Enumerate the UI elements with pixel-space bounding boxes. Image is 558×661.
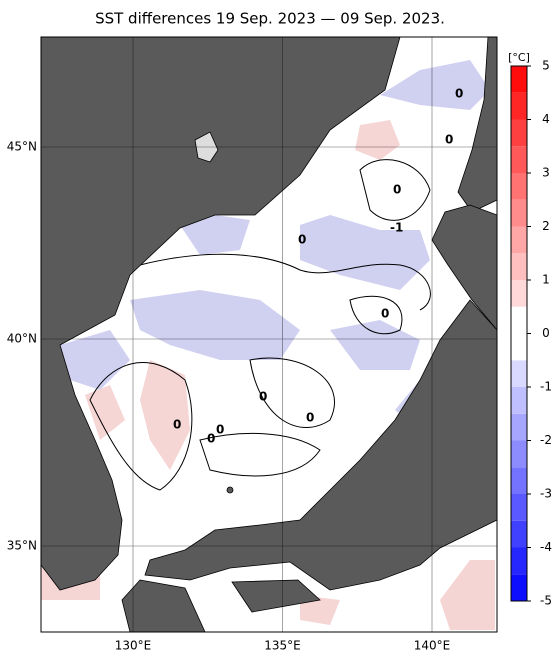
colorbar-tick-label: 1 bbox=[542, 273, 550, 287]
colorbar-segment bbox=[511, 494, 527, 521]
colorbar-segment bbox=[511, 92, 527, 120]
colorbar-tick-label: 5 bbox=[542, 59, 550, 73]
contour-label: -1 bbox=[390, 221, 403, 235]
colorbar-segment bbox=[511, 306, 527, 334]
contour-label: 0 bbox=[216, 423, 224, 437]
colorbar-segment bbox=[511, 520, 527, 548]
colorbar-segment bbox=[511, 467, 527, 494]
lat-tick-label: 40°N bbox=[7, 332, 37, 346]
lon-tick-label: 135°E bbox=[264, 639, 301, 653]
contour-label: 0 bbox=[173, 418, 181, 432]
colorbar: [°C] 5 4 3 2 1 0 -1 -2 -3 -4 -5 bbox=[508, 51, 552, 608]
contour-label: 0 bbox=[259, 390, 267, 404]
colorbar-segment bbox=[511, 226, 527, 254]
colorbar-segment bbox=[511, 360, 527, 387]
colorbar-segment bbox=[511, 173, 527, 200]
colorbar-tick-label: 3 bbox=[542, 166, 550, 180]
colorbar-segment bbox=[511, 413, 527, 441]
colorbar-tick-label: 4 bbox=[542, 112, 550, 126]
colorbar-segment bbox=[511, 547, 527, 575]
colorbar-segment bbox=[511, 146, 527, 173]
colorbar-segment bbox=[511, 387, 527, 414]
colorbar-tick-label: 2 bbox=[542, 219, 550, 233]
colorbar-segment bbox=[511, 333, 527, 361]
colorbar-tick-label: -3 bbox=[540, 487, 552, 501]
colorbar-segment bbox=[511, 574, 527, 601]
colorbar-segment bbox=[511, 119, 527, 147]
colorbar-segment bbox=[511, 280, 527, 307]
lat-tick-label: 35°N bbox=[7, 539, 37, 553]
colorbar-segment bbox=[511, 440, 527, 468]
colorbar-tick-label: -5 bbox=[540, 594, 552, 608]
contour-label: 0 bbox=[306, 411, 314, 425]
map: 0 0 0 -1 0 0 0 0 0 0 0 bbox=[40, 36, 498, 633]
colorbar-tick-label: -4 bbox=[540, 540, 552, 554]
contour-label: 0 bbox=[393, 183, 401, 197]
contour-label: 0 bbox=[455, 87, 463, 101]
colorbar-tick-label: -2 bbox=[540, 433, 552, 447]
contour-label: 0 bbox=[381, 307, 389, 321]
graticule bbox=[41, 37, 497, 632]
contour-label: 0 bbox=[445, 133, 453, 147]
contours bbox=[89, 159, 431, 491]
colorbar-segment bbox=[511, 199, 527, 227]
contour-label: 0 bbox=[207, 432, 215, 446]
contour-label: 0 bbox=[298, 233, 306, 247]
lat-tick-label: 45°N bbox=[7, 140, 37, 154]
lon-tick-label: 130°E bbox=[115, 639, 152, 653]
title: SST differences 19 Sep. 2023 — 09 Sep. 2… bbox=[95, 10, 445, 28]
lon-tick-label: 140°E bbox=[414, 639, 451, 653]
map-frame bbox=[40, 36, 498, 633]
colorbar-unit: [°C] bbox=[508, 51, 530, 64]
contour-labels: 0 0 0 -1 0 0 0 0 0 0 0 bbox=[173, 87, 463, 446]
colorbar-segment bbox=[511, 253, 527, 280]
land bbox=[40, 36, 498, 633]
colorbar-tick-label: -1 bbox=[540, 380, 552, 394]
colorbar-tick-label: 0 bbox=[542, 326, 550, 340]
colorbar-segment bbox=[511, 66, 527, 93]
